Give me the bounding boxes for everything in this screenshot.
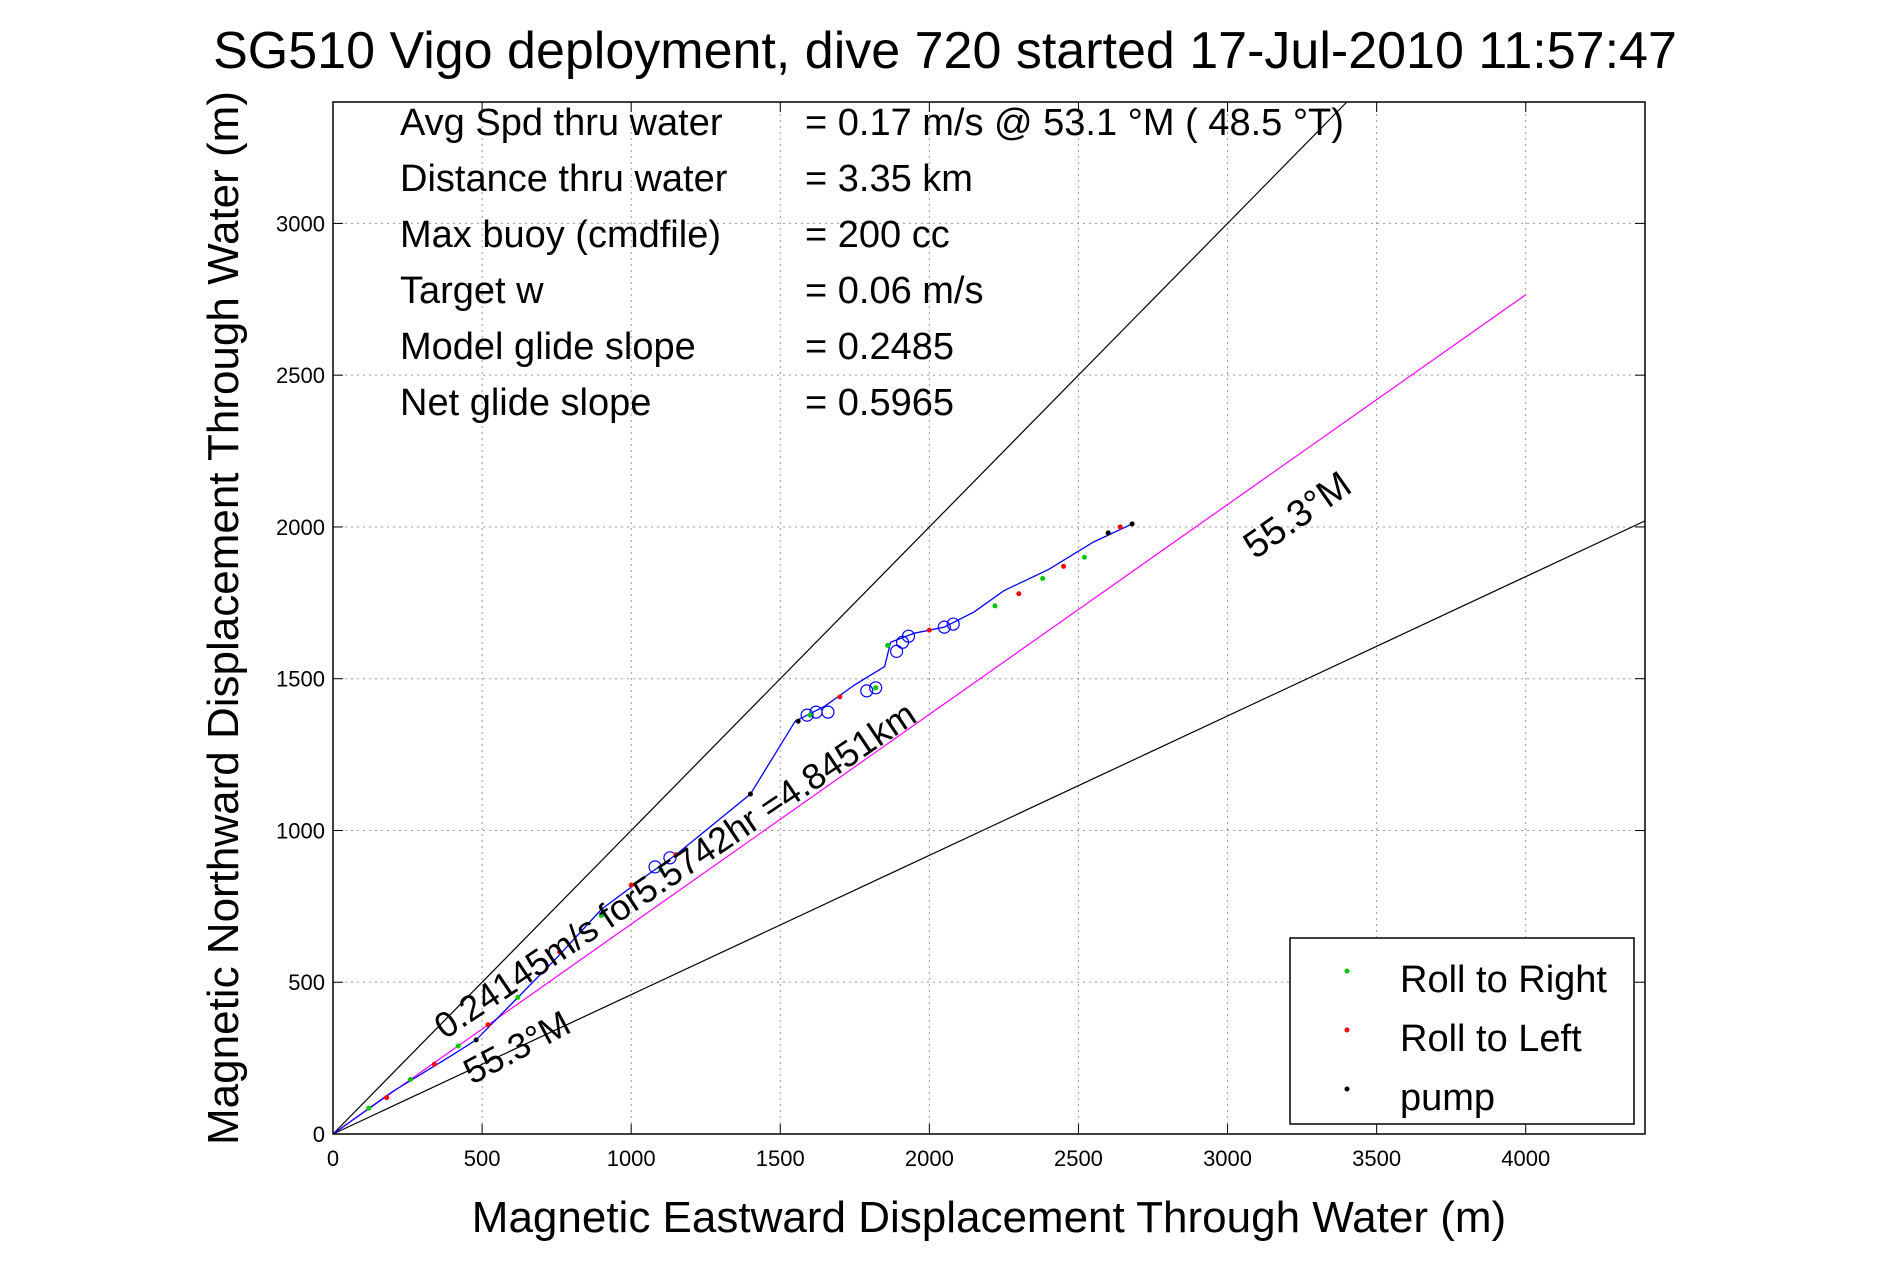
track-circle bbox=[946, 617, 960, 631]
reference-lines bbox=[332, 101, 1646, 1135]
y-tick-label: 1500 bbox=[276, 667, 325, 692]
stat-value-net-glide: = 0.5965 bbox=[805, 382, 954, 424]
roll-right-point bbox=[598, 912, 604, 918]
stats-block: Avg Spd thru water = 0.17 m/s @ 53.1 °M … bbox=[400, 102, 1344, 424]
x-tick-label: 1500 bbox=[756, 1146, 805, 1171]
roll-right-point bbox=[1081, 554, 1087, 560]
legend-marker-pump bbox=[1344, 1086, 1350, 1092]
y-axis-label: Magnetic Northward Displacement Through … bbox=[199, 91, 248, 1145]
pump-point bbox=[795, 718, 801, 724]
pump-point bbox=[473, 1037, 479, 1043]
track-circle bbox=[800, 708, 814, 722]
legend-label-roll-left: Roll to Left bbox=[1400, 1018, 1582, 1060]
roll-left-point bbox=[628, 882, 634, 888]
stat-label-distance: Distance thru water bbox=[400, 158, 728, 200]
roll-right-point bbox=[807, 712, 813, 718]
roll-left-point bbox=[557, 949, 563, 955]
roll-left-point bbox=[1061, 563, 1067, 569]
legend: Roll to Right Roll to Left pump bbox=[1289, 937, 1635, 1125]
roll-left-point bbox=[1016, 591, 1022, 597]
roll-right-point bbox=[885, 642, 891, 648]
stat-label-net-glide: Net glide slope bbox=[400, 382, 651, 424]
stat-label-avg-speed: Avg Spd thru water bbox=[400, 102, 723, 144]
track-circle bbox=[869, 681, 883, 695]
stat-value-max-buoy: = 200 cc bbox=[805, 214, 950, 256]
x-tick-label: 0 bbox=[327, 1146, 339, 1171]
pump-point bbox=[747, 791, 753, 797]
x-axis-label: Magnetic Eastward Displacement Through W… bbox=[472, 1193, 1506, 1242]
roll-right-point bbox=[992, 603, 998, 609]
stat-value-distance: = 3.35 km bbox=[805, 158, 973, 200]
track-circle bbox=[648, 860, 662, 874]
heading-line bbox=[332, 294, 1527, 1135]
upper-wedge-line bbox=[332, 101, 1348, 1135]
roll-left-point bbox=[926, 627, 932, 633]
roll-right-point bbox=[1040, 576, 1046, 582]
x-tick-label: 3500 bbox=[1352, 1146, 1401, 1171]
legend-label-pump: pump bbox=[1400, 1077, 1495, 1119]
legend-marker-roll-left bbox=[1344, 1027, 1350, 1033]
stat-value-target-w: = 0.06 m/s bbox=[805, 270, 983, 312]
stat-value-avg-speed: = 0.17 m/s @ 53.1 °M ( 48.5 °T) bbox=[805, 102, 1344, 144]
roll-left-point bbox=[485, 1022, 491, 1028]
track-circle bbox=[901, 629, 916, 643]
x-tick-label: 4000 bbox=[1501, 1146, 1550, 1171]
lower-wedge-line bbox=[332, 520, 1646, 1135]
x-axis-ticks: 0 500 1000 1500 2000 2500 3000 3500 4000 bbox=[327, 102, 1550, 1171]
roll-left-point bbox=[1117, 524, 1123, 530]
x-tick-label: 2000 bbox=[905, 1146, 954, 1171]
pump-point bbox=[1105, 530, 1111, 536]
roll-left-point bbox=[384, 1095, 390, 1101]
plot-area-frame bbox=[332, 101, 1646, 1135]
legend-label-roll-right: Roll to Right bbox=[1400, 959, 1607, 1001]
roll-left-point bbox=[673, 852, 679, 858]
roll-right-point bbox=[515, 994, 521, 1000]
stat-label-target-w: Target w bbox=[400, 270, 544, 312]
roll-left-point bbox=[837, 694, 843, 700]
y-axis-ticks: 0 500 1000 1500 2000 2500 3000 bbox=[276, 211, 1645, 1147]
stat-label-max-buoy: Max buoy (cmdfile) bbox=[400, 214, 721, 256]
x-tick-label: 3000 bbox=[1203, 1146, 1252, 1171]
roll-right-point bbox=[873, 685, 879, 691]
track-circle bbox=[663, 851, 677, 865]
y-tick-label: 2500 bbox=[276, 363, 325, 388]
y-tick-label: 3000 bbox=[276, 211, 325, 236]
y-tick-label: 500 bbox=[288, 970, 325, 995]
y-tick-label: 0 bbox=[313, 1122, 325, 1147]
roll-right-point bbox=[658, 867, 664, 873]
roll-right-point bbox=[366, 1105, 372, 1111]
track-circle bbox=[821, 705, 835, 719]
legend-marker-roll-right bbox=[1344, 968, 1350, 974]
track-circle bbox=[889, 644, 904, 658]
data-series bbox=[332, 521, 1135, 1135]
track-circle bbox=[860, 684, 874, 698]
roll-right-point bbox=[408, 1076, 414, 1082]
stat-label-model-glide: Model glide slope bbox=[400, 326, 696, 368]
y-tick-label: 2000 bbox=[276, 515, 325, 540]
chart-title: SG510 Vigo deployment, dive 720 started … bbox=[213, 22, 1677, 80]
pump-point bbox=[1129, 521, 1135, 527]
x-tick-label: 1000 bbox=[607, 1146, 656, 1171]
track-circle bbox=[937, 620, 951, 634]
stat-value-model-glide: = 0.2485 bbox=[805, 326, 954, 368]
roll-left-point bbox=[431, 1061, 437, 1067]
x-tick-label: 500 bbox=[464, 1146, 501, 1171]
roll-right-point bbox=[455, 1043, 461, 1049]
x-tick-label: 2500 bbox=[1054, 1146, 1103, 1171]
y-tick-label: 1000 bbox=[276, 818, 325, 843]
